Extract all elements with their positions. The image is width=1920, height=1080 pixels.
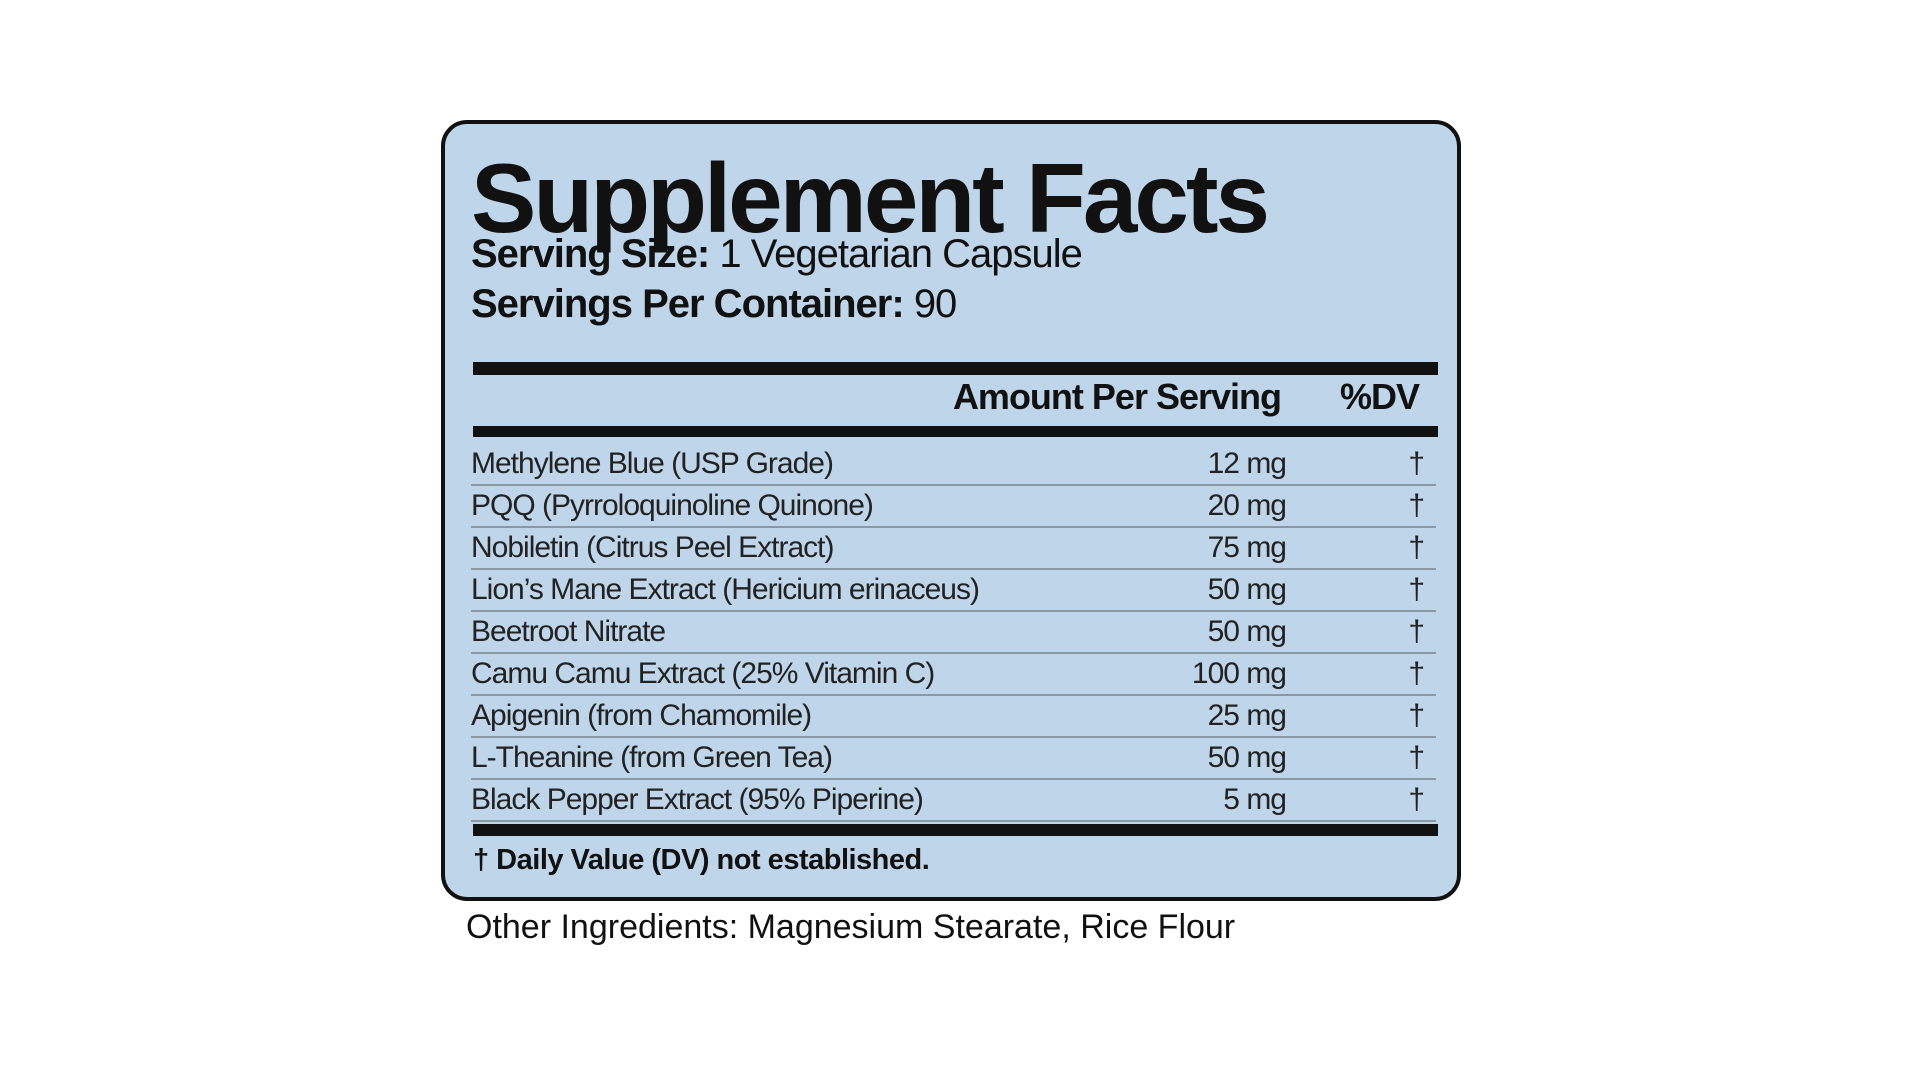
ingredient-dv: † [1408, 531, 1425, 564]
ingredient-name: Methylene Blue (USP Grade) [471, 447, 834, 480]
ingredient-row: Lion’s Mane Extract (Hericium erinaceus)… [471, 568, 1436, 612]
ingredient-row: PQQ (Pyrroloquinoline Quinone) 20 mg † [471, 484, 1436, 528]
ingredient-row: Beetroot Nitrate 50 mg † [471, 610, 1436, 654]
ingredient-dv: † [1408, 573, 1425, 606]
ingredient-row: Apigenin (from Chamomile) 25 mg † [471, 694, 1436, 738]
ingredient-row: Black Pepper Extract (95% Piperine) 5 mg † [471, 778, 1436, 822]
ingredient-dv: † [1408, 489, 1425, 522]
other-ingredients: Other Ingredients: Magnesium Stearate, R… [466, 908, 1236, 946]
ingredient-name: Nobiletin (Citrus Peel Extract) [471, 531, 834, 564]
ingredient-amount: 100 mg [1191, 657, 1287, 690]
ingredient-amount: 20 mg [1207, 489, 1287, 522]
servings-label: Servings Per Container: [471, 282, 905, 326]
ingredient-name: PQQ (Pyrroloquinoline Quinone) [471, 489, 874, 522]
servings-per-container: Servings Per Container: 90 [471, 282, 957, 327]
ingredient-row: Camu Camu Extract (25% Vitamin C) 100 mg † [471, 652, 1436, 696]
ingredient-name: Lion’s Mane Extract (Hericium erinaceus) [471, 573, 980, 606]
footnote: † Daily Value (DV) not established. [473, 844, 930, 876]
ingredient-row: L-Theanine (from Green Tea) 50 mg † [471, 736, 1436, 780]
ingredient-name: Camu Camu Extract (25% Vitamin C) [471, 657, 935, 690]
ingredient-amount: 25 mg [1207, 699, 1287, 732]
divider [473, 362, 1438, 375]
divider [473, 426, 1438, 437]
divider [473, 824, 1438, 836]
ingredient-dv: † [1408, 783, 1425, 816]
ingredient-name: L-Theanine (from Green Tea) [471, 741, 833, 774]
title: Supplement Facts [471, 143, 1270, 253]
ingredient-name: Beetroot Nitrate [471, 615, 666, 648]
ingredient-amount: 50 mg [1207, 573, 1287, 606]
dv-header: %DV [1339, 376, 1420, 417]
ingredient-dv: † [1408, 447, 1425, 480]
ingredient-amount: 50 mg [1207, 741, 1287, 774]
ingredient-amount: 75 mg [1207, 531, 1287, 564]
ingredient-row: Nobiletin (Citrus Peel Extract) 75 mg † [471, 526, 1436, 570]
ingredient-name: Apigenin (from Chamomile) [471, 699, 812, 732]
ingredient-amount: 50 mg [1207, 615, 1287, 648]
ingredient-name: Black Pepper Extract (95% Piperine) [471, 783, 924, 816]
supplement-facts-label: Supplement Facts Serving Size: 1 Vegetar… [441, 120, 1461, 901]
ingredient-row: Methylene Blue (USP Grade) 12 mg † [471, 442, 1436, 486]
servings-value: 90 [913, 282, 957, 326]
ingredient-dv: † [1408, 657, 1425, 690]
serving-size: Serving Size: 1 Vegetarian Capsule [471, 232, 1083, 277]
ingredient-dv: † [1408, 615, 1425, 648]
ingredient-dv: † [1408, 699, 1425, 732]
amount-header: Amount Per Serving [952, 376, 1282, 417]
serving-size-label: Serving Size: [471, 232, 710, 276]
serving-size-value: 1 Vegetarian Capsule [719, 232, 1082, 276]
ingredient-amount: 12 mg [1207, 447, 1287, 480]
ingredient-amount: 5 mg [1223, 783, 1287, 816]
ingredient-dv: † [1408, 741, 1425, 774]
